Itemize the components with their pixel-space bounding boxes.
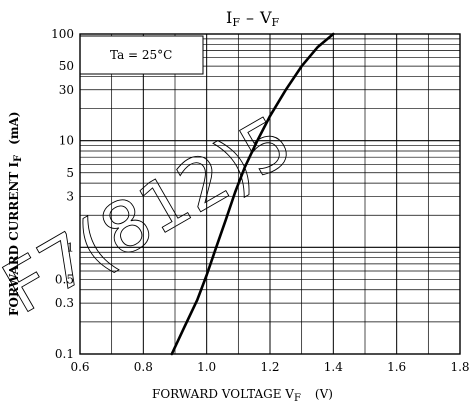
y-tick-label: 1	[66, 240, 74, 254]
x-tick-label: 1.2	[260, 360, 279, 374]
x-tick-label: 1.0	[197, 360, 216, 374]
annotation-text: Ta = 25°C	[110, 48, 172, 62]
y-tick-label: 30	[59, 83, 74, 97]
y-tick-label: 5	[66, 166, 74, 180]
grid	[80, 34, 460, 354]
y-tick-label: 0.5	[55, 272, 74, 286]
y-tick-label: 50	[59, 59, 74, 73]
y-tick-label: 0.1	[55, 347, 74, 361]
x-tick-label: 0.6	[70, 360, 89, 374]
title-sub-f: F	[232, 16, 240, 29]
annotation-box	[79, 35, 204, 75]
tick-labels: 0.6 0.8 1.0 1.2 1.4 1.6 1.8 0.1 0.3 0.5 1 3 5 10 30 50 1…	[51, 27, 469, 374]
x-tick-label: 0.8	[134, 360, 153, 374]
y-axis-label: FORWARD CURRENT IF(mA)	[7, 111, 24, 316]
x-tick-label: 1.4	[324, 360, 343, 374]
series-line	[170, 32, 335, 356]
y-tick-label: 10	[59, 134, 74, 148]
x-tick-label: 1.8	[450, 360, 469, 374]
plot-frame	[79, 33, 461, 355]
y-tick-label: 0.3	[55, 296, 74, 310]
chart-title: IF – VF	[226, 8, 280, 29]
x-tick-label: 1.6	[387, 360, 406, 374]
curve-layer	[170, 32, 335, 356]
y-tick-label: 100	[51, 27, 74, 41]
watermark: F7(812)5	[0, 100, 306, 330]
y-tick-label: 3	[66, 189, 74, 203]
x-axis-label: FORWARD VOLTAGE VF (V)	[152, 387, 333, 404]
